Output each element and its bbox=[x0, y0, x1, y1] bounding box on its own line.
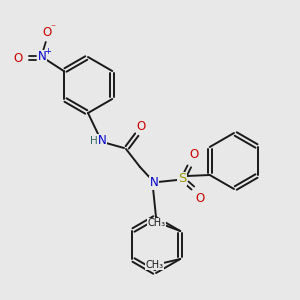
Text: +: + bbox=[44, 47, 51, 56]
Text: N: N bbox=[38, 50, 46, 64]
Text: ⁻: ⁻ bbox=[50, 23, 55, 33]
Text: O: O bbox=[42, 26, 51, 40]
Text: O: O bbox=[136, 121, 146, 134]
Text: O: O bbox=[189, 148, 199, 160]
Text: CH₃: CH₃ bbox=[145, 260, 163, 270]
Text: H: H bbox=[90, 136, 98, 146]
Text: O: O bbox=[13, 52, 22, 65]
Text: N: N bbox=[150, 176, 158, 190]
Text: O: O bbox=[195, 193, 205, 206]
Text: S: S bbox=[178, 172, 186, 185]
Text: N: N bbox=[98, 134, 106, 148]
Text: CH₃: CH₃ bbox=[147, 218, 165, 228]
